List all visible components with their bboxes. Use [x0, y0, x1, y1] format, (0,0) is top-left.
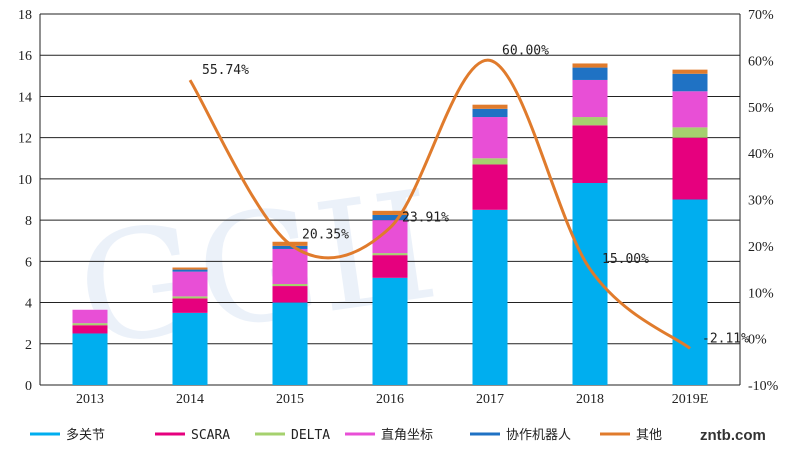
- y-right-tick-label: -10%: [748, 379, 779, 394]
- y-left-tick-label: 0: [25, 379, 32, 394]
- site-logo: zntb.com: [700, 427, 766, 444]
- bar-segment: [672, 91, 708, 128]
- growth-data-label: 23.91%: [402, 211, 449, 226]
- y-left-tick-label: 6: [25, 255, 32, 270]
- growth-line-path: [188, 58, 691, 350]
- bar-segment: [272, 284, 308, 287]
- bar-segment: [472, 209, 508, 385]
- legend: 多关节 SCARA DELTA 直角坐标 协作机器人 其他: [30, 427, 662, 443]
- y-right-tick-label: 40%: [748, 147, 774, 162]
- bar-segment: [472, 108, 508, 118]
- bar-segment: [372, 214, 408, 221]
- bar-segment: [472, 164, 508, 210]
- y-right-tick-label: 50%: [748, 101, 774, 116]
- growth-data-label: 60.00%: [502, 43, 549, 58]
- legend-label: 其他: [636, 428, 662, 443]
- bar-segment: [172, 298, 208, 313]
- bar-segment: [372, 255, 408, 278]
- bar-segment: [172, 271, 208, 297]
- y-left-tick-label: 14: [18, 90, 32, 105]
- y-left-tick-label: 2: [25, 338, 32, 353]
- bar-segment: [72, 333, 108, 385]
- bar-segment: [572, 79, 608, 118]
- x-tick-label: 2019E: [672, 392, 709, 407]
- bar-segment: [472, 117, 508, 159]
- bar-segment: [172, 269, 208, 272]
- growth-data-label: -2.11%: [702, 331, 749, 346]
- bar-segment: [372, 277, 408, 385]
- x-tick-label: 2017: [476, 392, 504, 407]
- bar-segment: [672, 73, 708, 92]
- x-tick-label: 2018: [576, 392, 604, 407]
- bar-segment: [172, 312, 208, 385]
- bar-segment: [172, 267, 208, 270]
- bar-segment: [72, 325, 108, 334]
- legend-label: DELTA: [291, 428, 330, 443]
- y-right-tick-label: 20%: [748, 240, 774, 255]
- growth-data-label: 15.00%: [602, 252, 649, 267]
- y-right-tick-label: 70%: [748, 8, 774, 23]
- legend-label: 多关节: [66, 427, 105, 443]
- legend-label: SCARA: [191, 428, 230, 443]
- growth-data-label: 20.35%: [302, 227, 349, 242]
- bar-segment: [672, 127, 708, 138]
- y-left-tick-label: 4: [25, 297, 32, 312]
- y-right-tick-label: 30%: [748, 194, 774, 209]
- legend-label: 协作机器人: [506, 428, 571, 443]
- x-tick-label: 2013: [76, 392, 104, 407]
- x-tick-label: 2014: [176, 392, 204, 407]
- y-left-tick-label: 8: [25, 214, 32, 229]
- y-right-tick-label: 60%: [748, 54, 774, 69]
- bar-segment: [572, 67, 608, 80]
- x-tick-label: 2015: [276, 392, 304, 407]
- y-right-tick-label: 0%: [748, 333, 767, 348]
- bar-segment: [272, 248, 308, 285]
- y-left-tick-label: 18: [18, 8, 32, 23]
- bar-segment: [72, 323, 108, 326]
- growth-data-label: 55.74%: [202, 63, 249, 78]
- bar-segment: [72, 309, 108, 324]
- y-left-tick-label: 12: [18, 132, 32, 147]
- y-right-tick-label: 10%: [748, 286, 774, 301]
- bar-segment: [272, 286, 308, 303]
- axes: 0 2 4 6 8 10 12 14 16 18 -10% 0% 10% 20% 30% 40% 50% 60% 7…: [18, 8, 779, 407]
- bar-segment: [372, 253, 408, 256]
- x-tick-label: 2016: [376, 392, 404, 407]
- bar-segment: [172, 296, 208, 299]
- bar-segment: [572, 63, 608, 68]
- legend-label: 直角坐标: [381, 428, 433, 443]
- bar-segment: [572, 125, 608, 184]
- bar-segment: [672, 199, 708, 385]
- growth-line: 55.74% 20.35% 23.91% 60.00% 15.00% -2.11%: [188, 43, 749, 350]
- bar-segment: [572, 117, 608, 126]
- bar-segment: [272, 302, 308, 385]
- bar-segment: [672, 69, 708, 74]
- bar-segment: [272, 245, 308, 249]
- bar-segment: [372, 210, 408, 215]
- bar-segment: [472, 104, 508, 109]
- y-left-tick-label: 16: [18, 49, 32, 64]
- bars: [72, 63, 708, 385]
- bar-segment: [672, 137, 708, 200]
- y-left-tick-label: 10: [18, 173, 32, 188]
- bar-segment: [472, 158, 508, 165]
